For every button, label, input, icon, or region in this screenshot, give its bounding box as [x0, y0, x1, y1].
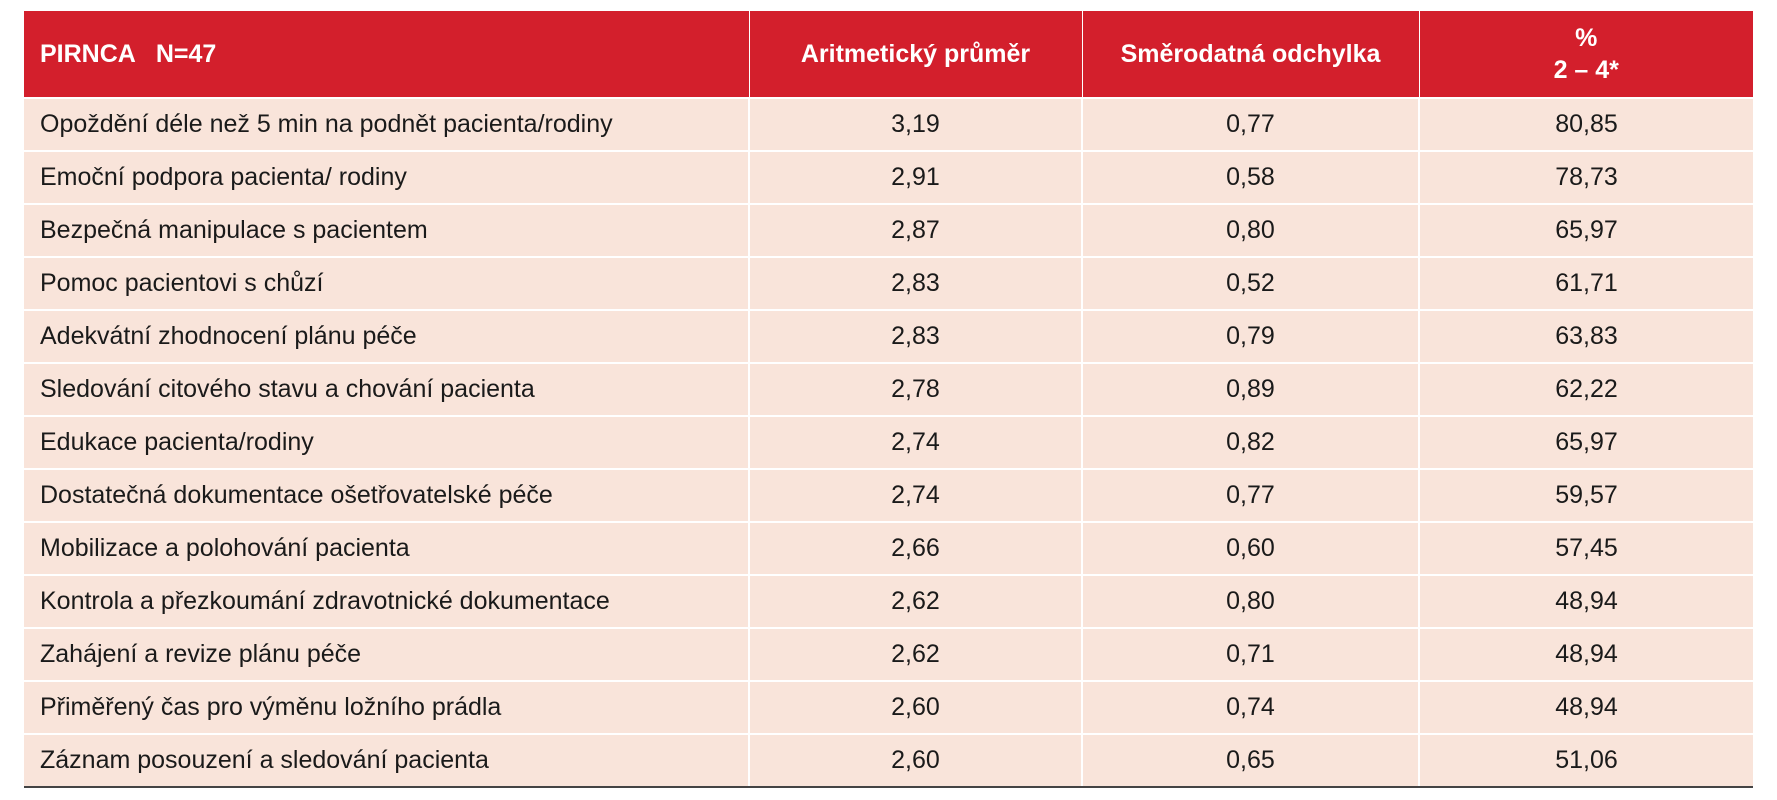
table-row: Opoždění déle než 5 min na podnět pacien… [24, 97, 1753, 151]
row-sd: 0,65 [1081, 733, 1419, 786]
row-mean: 2,74 [748, 415, 1082, 469]
row-percent: 65,97 [1418, 415, 1753, 469]
row-percent: 57,45 [1418, 521, 1753, 575]
table-row: Adekvátní zhodnocení plánu péče 2,83 0,79 6… [24, 309, 1753, 363]
row-label: Opoždění déle než 5 min na podnět pacien… [24, 97, 749, 151]
table-row: Bezpečná manipulace s pacientem 2,87 0,80 6… [24, 203, 1753, 257]
header-sample-size: N=47 [155, 40, 217, 68]
row-mean: 3,19 [748, 97, 1082, 151]
table-row: Pomoc pacientovi s chůzí 2,83 0,52 61,71 [24, 256, 1753, 310]
header-scale-name: PIRNCA [40, 40, 136, 68]
row-label: Bezpečná manipulace s pacientem [24, 203, 749, 257]
table-row: Mobilizace a polohování pacienta 2,66 0,60… [24, 521, 1753, 575]
row-percent: 63,83 [1418, 309, 1753, 363]
header-percent: % 2 – 4* [1418, 11, 1753, 98]
row-mean: 2,83 [748, 309, 1082, 363]
row-sd: 0,77 [1081, 468, 1419, 522]
table-row: Edukace pacienta/rodiny 2,74 0,82 65,97 [24, 415, 1753, 469]
row-percent: 78,73 [1418, 150, 1753, 204]
row-mean: 2,60 [748, 733, 1082, 786]
row-percent: 65,97 [1418, 203, 1753, 257]
header-row: PIRNCA N=47 Aritmetický průměr Směrodatná… [24, 11, 1753, 98]
row-sd: 0,74 [1081, 680, 1419, 734]
table-row: Sledování citového stavu a chování pacie… [24, 362, 1753, 416]
row-percent: 59,57 [1418, 468, 1753, 522]
row-sd: 0,80 [1081, 203, 1419, 257]
table-row: Kontrola a přezkoumání zdravotnické doku… [24, 574, 1753, 628]
table-row: Dostatečná dokumentace ošetřovatelské pé… [24, 468, 1753, 522]
header-percent-symbol: % [1575, 24, 1598, 52]
row-sd: 0,60 [1081, 521, 1419, 575]
row-percent: 48,94 [1418, 680, 1753, 734]
row-percent: 62,22 [1418, 362, 1753, 416]
row-label: Sledování citového stavu a chování pacie… [24, 362, 749, 416]
row-percent: 51,06 [1418, 733, 1753, 786]
table-header: PIRNCA N=47 Aritmetický průměr Směrodatná… [24, 11, 1753, 98]
row-sd: 0,52 [1081, 256, 1419, 310]
row-percent: 61,71 [1418, 256, 1753, 310]
row-label: Dostatečná dokumentace ošetřovatelské pé… [24, 468, 749, 522]
table-bottom-rule [24, 786, 1753, 788]
table-body: Opoždění déle než 5 min na podnět pacien… [24, 97, 1753, 786]
row-mean: 2,78 [748, 362, 1082, 416]
row-label: Edukace pacienta/rodiny [24, 415, 749, 469]
header-mean: Aritmetický průměr [748, 11, 1082, 98]
row-mean: 2,62 [748, 574, 1082, 628]
header-scale-sample: PIRNCA N=47 [24, 11, 749, 98]
row-label: Mobilizace a polohování pacienta [24, 521, 749, 575]
row-sd: 0,71 [1081, 627, 1419, 681]
row-label: Pomoc pacientovi s chůzí [24, 256, 749, 310]
row-mean: 2,87 [748, 203, 1082, 257]
row-label: Kontrola a přezkoumání zdravotnické doku… [24, 574, 749, 628]
table-row: Záznam posouzení a sledování pacienta 2,6… [24, 733, 1753, 786]
row-mean: 2,62 [748, 627, 1082, 681]
row-mean: 2,83 [748, 256, 1082, 310]
row-label: Adekvátní zhodnocení plánu péče [24, 309, 749, 363]
row-sd: 0,80 [1081, 574, 1419, 628]
row-mean: 2,91 [748, 150, 1082, 204]
results-table-container: PIRNCA N=47 Aritmetický průměr Směrodatná… [24, 11, 1753, 788]
table-row: Zahájení a revize plánu péče 2,62 0,71 48,9… [24, 627, 1753, 681]
table-row: Přiměřený čas pro výměnu ložního prádla 2… [24, 680, 1753, 734]
row-mean: 2,60 [748, 680, 1082, 734]
row-label: Zahájení a revize plánu péče [24, 627, 749, 681]
row-label: Emoční podpora pacienta/ rodiny [24, 150, 749, 204]
header-percent-range: 2 – 4* [1553, 56, 1619, 84]
row-mean: 2,66 [748, 521, 1082, 575]
table-row: Emoční podpora pacienta/ rodiny 2,91 0,58 7… [24, 150, 1753, 204]
row-percent: 48,94 [1418, 627, 1753, 681]
row-sd: 0,77 [1081, 97, 1419, 151]
row-sd: 0,82 [1081, 415, 1419, 469]
row-label: Přiměřený čas pro výměnu ložního prádla [24, 680, 749, 734]
row-sd: 0,79 [1081, 309, 1419, 363]
row-sd: 0,89 [1081, 362, 1419, 416]
header-sd: Směrodatná odchylka [1081, 11, 1419, 98]
row-percent: 80,85 [1418, 97, 1753, 151]
row-sd: 0,58 [1081, 150, 1419, 204]
results-table: PIRNCA N=47 Aritmetický průměr Směrodatná… [24, 11, 1753, 786]
row-mean: 2,74 [748, 468, 1082, 522]
row-label: Záznam posouzení a sledování pacienta [24, 733, 749, 786]
row-percent: 48,94 [1418, 574, 1753, 628]
